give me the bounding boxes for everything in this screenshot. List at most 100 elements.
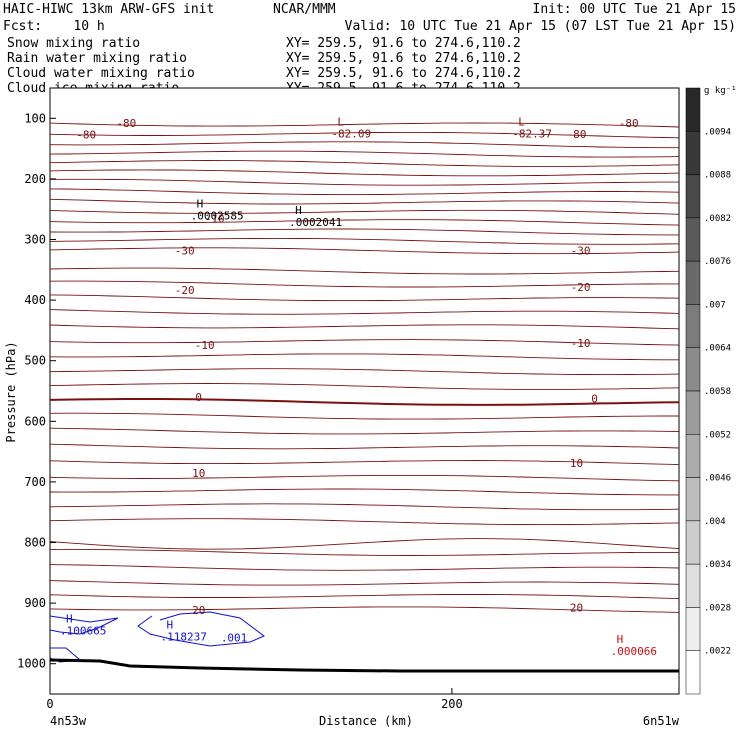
colorbar-unit: g kg⁻¹ bbox=[704, 86, 737, 96]
colorbar-label: .0028 bbox=[704, 603, 731, 613]
model-title: HAIC-HIWC 13km ARW-GFS init bbox=[3, 2, 214, 17]
field-name: Rain water mixing ratio bbox=[7, 51, 187, 66]
valid-time: Valid: 10 UTC Tue 21 Apr 15 (07 LST Tue … bbox=[345, 19, 736, 34]
extremum-marker: H bbox=[66, 613, 73, 626]
temperature-contour bbox=[49, 267, 680, 275]
extremum-value: .000066 bbox=[611, 645, 657, 658]
temperature-contour bbox=[49, 141, 679, 149]
colorbar: .0094 .0088 .0082 .0076 .007 .0064 .0058 .0052.… bbox=[685, 87, 731, 695]
terrain-line bbox=[49, 658, 679, 673]
extremum-marker: L bbox=[518, 116, 525, 129]
y-tick-label: 900 bbox=[24, 596, 46, 610]
init-time: Init: 00 UTC Tue 21 Apr 15 bbox=[533, 2, 737, 17]
y-tick-label: 100 bbox=[24, 111, 46, 125]
temperature-contour bbox=[49, 427, 680, 435]
extremum-value: .100665 bbox=[60, 625, 106, 638]
x-tick-label: 200 bbox=[441, 697, 463, 711]
extremum-value: .0002041 bbox=[289, 216, 342, 229]
terrain-surface bbox=[49, 658, 679, 673]
temperature-contour bbox=[49, 412, 679, 420]
y-axis: 100 200 300 400 500 600 700 800 900 1000 bbox=[17, 111, 56, 671]
temperature-contour bbox=[50, 549, 679, 556]
temperature-contour bbox=[49, 383, 680, 390]
header: HAIC-HIWC 13km ARW-GFS init NCAR/MMM Ini… bbox=[3, 2, 736, 96]
contour-labels: -80 -80 -80 -80 -30 -30 -20 -20 -10 -10 0 0 10 10 20 20… bbox=[76, 117, 638, 644]
temperature-contour bbox=[49, 518, 680, 526]
temperature-contour bbox=[49, 198, 680, 205]
temperature-contour bbox=[49, 150, 680, 158]
temperature-contour bbox=[49, 178, 679, 186]
contour-label: -10 bbox=[195, 339, 215, 352]
temperature-contour bbox=[49, 280, 679, 288]
contour-label: -80 bbox=[567, 128, 587, 141]
y-tick-label: 800 bbox=[24, 536, 46, 550]
temperature-contour bbox=[49, 294, 680, 302]
colorbar-bin bbox=[685, 650, 701, 695]
extremum-value: -82.37 bbox=[512, 128, 552, 141]
temperature-contours bbox=[49, 122, 680, 613]
x-tick-label: 0 bbox=[46, 697, 53, 711]
colorbar-bin bbox=[685, 390, 701, 435]
colorbar-label: .0052 bbox=[704, 430, 731, 440]
contour-label: -30 bbox=[175, 244, 195, 257]
contour-label: 10 bbox=[192, 467, 205, 480]
y-tick-label: 1000 bbox=[17, 657, 46, 671]
field-name: Cloud water mixing ratio bbox=[7, 66, 195, 81]
temperature-contour bbox=[49, 488, 679, 496]
colorbar-label: .0076 bbox=[704, 257, 731, 267]
temperature-contour bbox=[49, 538, 680, 550]
contour-label: -20 bbox=[175, 284, 195, 297]
x-axis-label: Distance (km) bbox=[319, 714, 413, 728]
field-name: Snow mixing ratio bbox=[7, 36, 140, 51]
temperature-contour bbox=[49, 131, 680, 139]
temperature-contour bbox=[49, 368, 680, 376]
colorbar-label: .0022 bbox=[704, 647, 731, 657]
contour-label: -20 bbox=[571, 281, 591, 294]
temperature-contour bbox=[49, 160, 680, 167]
colorbar-label: .007 bbox=[704, 300, 726, 310]
contour-label: -10 bbox=[205, 213, 225, 226]
colorbar-bin bbox=[685, 174, 701, 219]
temperature-contour bbox=[49, 606, 680, 613]
field-section-coords: XY= 259.5, 91.6 to 274.6,110.2 bbox=[286, 66, 521, 81]
colorbar-bin bbox=[685, 87, 701, 132]
y-tick-label: 300 bbox=[24, 233, 46, 247]
colorbar-bin bbox=[685, 304, 701, 348]
extremum-marker: H bbox=[167, 619, 174, 632]
x-axis: 0 200 bbox=[46, 688, 463, 711]
colorbar-bin bbox=[685, 347, 701, 392]
temperature-contour bbox=[49, 169, 680, 177]
y-tick-label: 500 bbox=[24, 354, 46, 368]
cloud-water-contour bbox=[49, 615, 119, 635]
colorbar-bin bbox=[685, 563, 701, 608]
cloud-water-contour bbox=[137, 611, 265, 647]
extrema-labels: L-82.09L-82.37H.0002585 H.0002041H.100665… bbox=[60, 116, 657, 659]
left-endpoint: 4n53w bbox=[50, 714, 87, 728]
cloud-water-label: .001 bbox=[221, 631, 248, 644]
temperature-contour bbox=[49, 353, 679, 361]
temperature-contour bbox=[49, 503, 680, 511]
y-tick-label: 600 bbox=[24, 414, 46, 428]
extremum-marker: H bbox=[617, 633, 624, 646]
contour-label: 20 bbox=[570, 601, 583, 614]
colorbar-label: .0088 bbox=[704, 171, 731, 181]
colorbar-bin bbox=[685, 131, 701, 175]
y-tick-label: 200 bbox=[24, 172, 46, 186]
temperature-contour bbox=[49, 247, 680, 255]
field-section-coords: XY= 259.5, 91.6 to 274.6,110.2 bbox=[286, 36, 521, 51]
field-section-coords: XY= 259.5, 91.6 to 274.6,110.2 bbox=[286, 51, 521, 66]
contour-label: 10 bbox=[570, 457, 583, 470]
contour-label: -10 bbox=[571, 337, 591, 350]
contour-label: -80 bbox=[76, 129, 96, 142]
colorbar-label: .0046 bbox=[704, 474, 731, 484]
colorbar-bin bbox=[685, 520, 701, 565]
field-list: Snow mixing ratio XY= 259.5, 91.6 to 274.… bbox=[7, 36, 521, 96]
contour-label: 0 bbox=[195, 391, 202, 404]
temperature-contour bbox=[49, 580, 680, 586]
extremum-marker: H bbox=[295, 204, 302, 217]
contour-label: -30 bbox=[571, 244, 591, 257]
y-tick-label: 700 bbox=[24, 475, 46, 489]
extremum-value: -82.09 bbox=[331, 128, 371, 141]
contour-label: 0 bbox=[591, 392, 598, 405]
